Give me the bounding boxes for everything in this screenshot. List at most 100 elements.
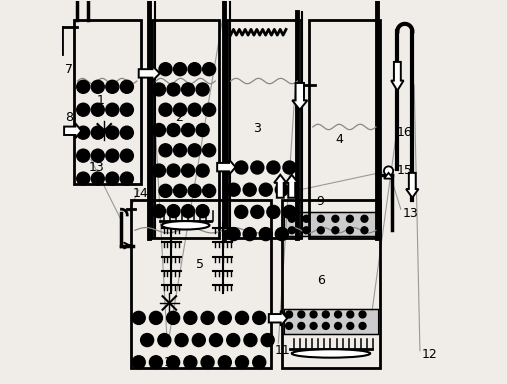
Circle shape [173,144,187,157]
Text: 16: 16 [397,126,413,139]
Circle shape [267,205,280,218]
Circle shape [332,215,339,222]
Circle shape [153,164,165,177]
Circle shape [347,311,354,318]
Circle shape [332,227,339,234]
Circle shape [188,63,201,76]
Circle shape [252,356,266,369]
Circle shape [184,356,197,369]
FancyArrow shape [274,175,286,198]
Circle shape [153,205,165,218]
Circle shape [298,311,305,318]
Circle shape [384,166,393,175]
Circle shape [359,311,366,318]
Circle shape [236,311,248,324]
Circle shape [196,205,209,218]
Ellipse shape [162,221,209,230]
Circle shape [188,184,201,197]
FancyArrow shape [139,66,160,81]
Text: 14: 14 [133,187,149,200]
Circle shape [227,334,240,347]
Circle shape [158,334,171,347]
Circle shape [182,124,195,137]
Circle shape [275,183,288,196]
Circle shape [106,103,119,116]
Text: 8: 8 [65,111,73,124]
Circle shape [77,80,90,93]
Circle shape [244,334,257,347]
Circle shape [203,63,215,76]
Circle shape [91,126,104,139]
Circle shape [120,80,133,93]
Circle shape [175,334,188,347]
Circle shape [219,356,231,369]
Circle shape [227,183,240,196]
Circle shape [150,311,162,324]
Text: 15: 15 [397,164,413,177]
Circle shape [259,183,272,196]
Circle shape [167,83,180,96]
Circle shape [322,311,329,318]
Polygon shape [384,173,393,179]
Circle shape [361,215,368,222]
Circle shape [91,103,104,116]
Circle shape [106,172,119,185]
Circle shape [132,356,145,369]
Circle shape [120,126,133,139]
FancyArrow shape [406,173,418,198]
Circle shape [346,227,353,234]
Circle shape [173,63,187,76]
Circle shape [243,228,256,241]
Circle shape [167,356,179,369]
Circle shape [106,80,119,93]
Circle shape [288,215,295,222]
Circle shape [159,103,172,116]
Circle shape [106,126,119,139]
Circle shape [120,103,133,116]
Circle shape [167,124,180,137]
Circle shape [283,205,296,218]
Circle shape [219,311,231,324]
Circle shape [167,164,180,177]
Circle shape [173,103,187,116]
Circle shape [91,80,104,93]
Circle shape [359,323,366,329]
Circle shape [275,228,288,241]
Circle shape [285,323,293,329]
Circle shape [192,334,205,347]
Text: 4: 4 [336,133,344,146]
Circle shape [251,205,264,218]
Circle shape [120,172,133,185]
Text: 6: 6 [317,273,324,286]
Circle shape [196,83,209,96]
Circle shape [182,205,195,218]
Text: 9: 9 [317,195,324,208]
Circle shape [243,183,256,196]
FancyArrow shape [64,123,81,138]
Circle shape [167,205,180,218]
Circle shape [91,172,104,185]
Circle shape [361,227,368,234]
Circle shape [153,83,165,96]
Circle shape [310,311,317,318]
Circle shape [346,215,353,222]
Circle shape [335,323,342,329]
Circle shape [159,144,172,157]
Bar [282,200,380,368]
Circle shape [236,356,248,369]
Bar [131,200,271,368]
Text: 11: 11 [275,344,291,357]
Circle shape [259,228,272,241]
Circle shape [182,164,195,177]
Circle shape [77,149,90,162]
Bar [309,20,380,238]
Circle shape [196,164,209,177]
Circle shape [235,161,248,174]
FancyArrow shape [391,62,404,91]
Circle shape [209,334,223,347]
Text: 3: 3 [254,122,262,136]
Circle shape [184,311,197,324]
Circle shape [203,184,215,197]
Circle shape [347,323,354,329]
Circle shape [322,323,329,329]
